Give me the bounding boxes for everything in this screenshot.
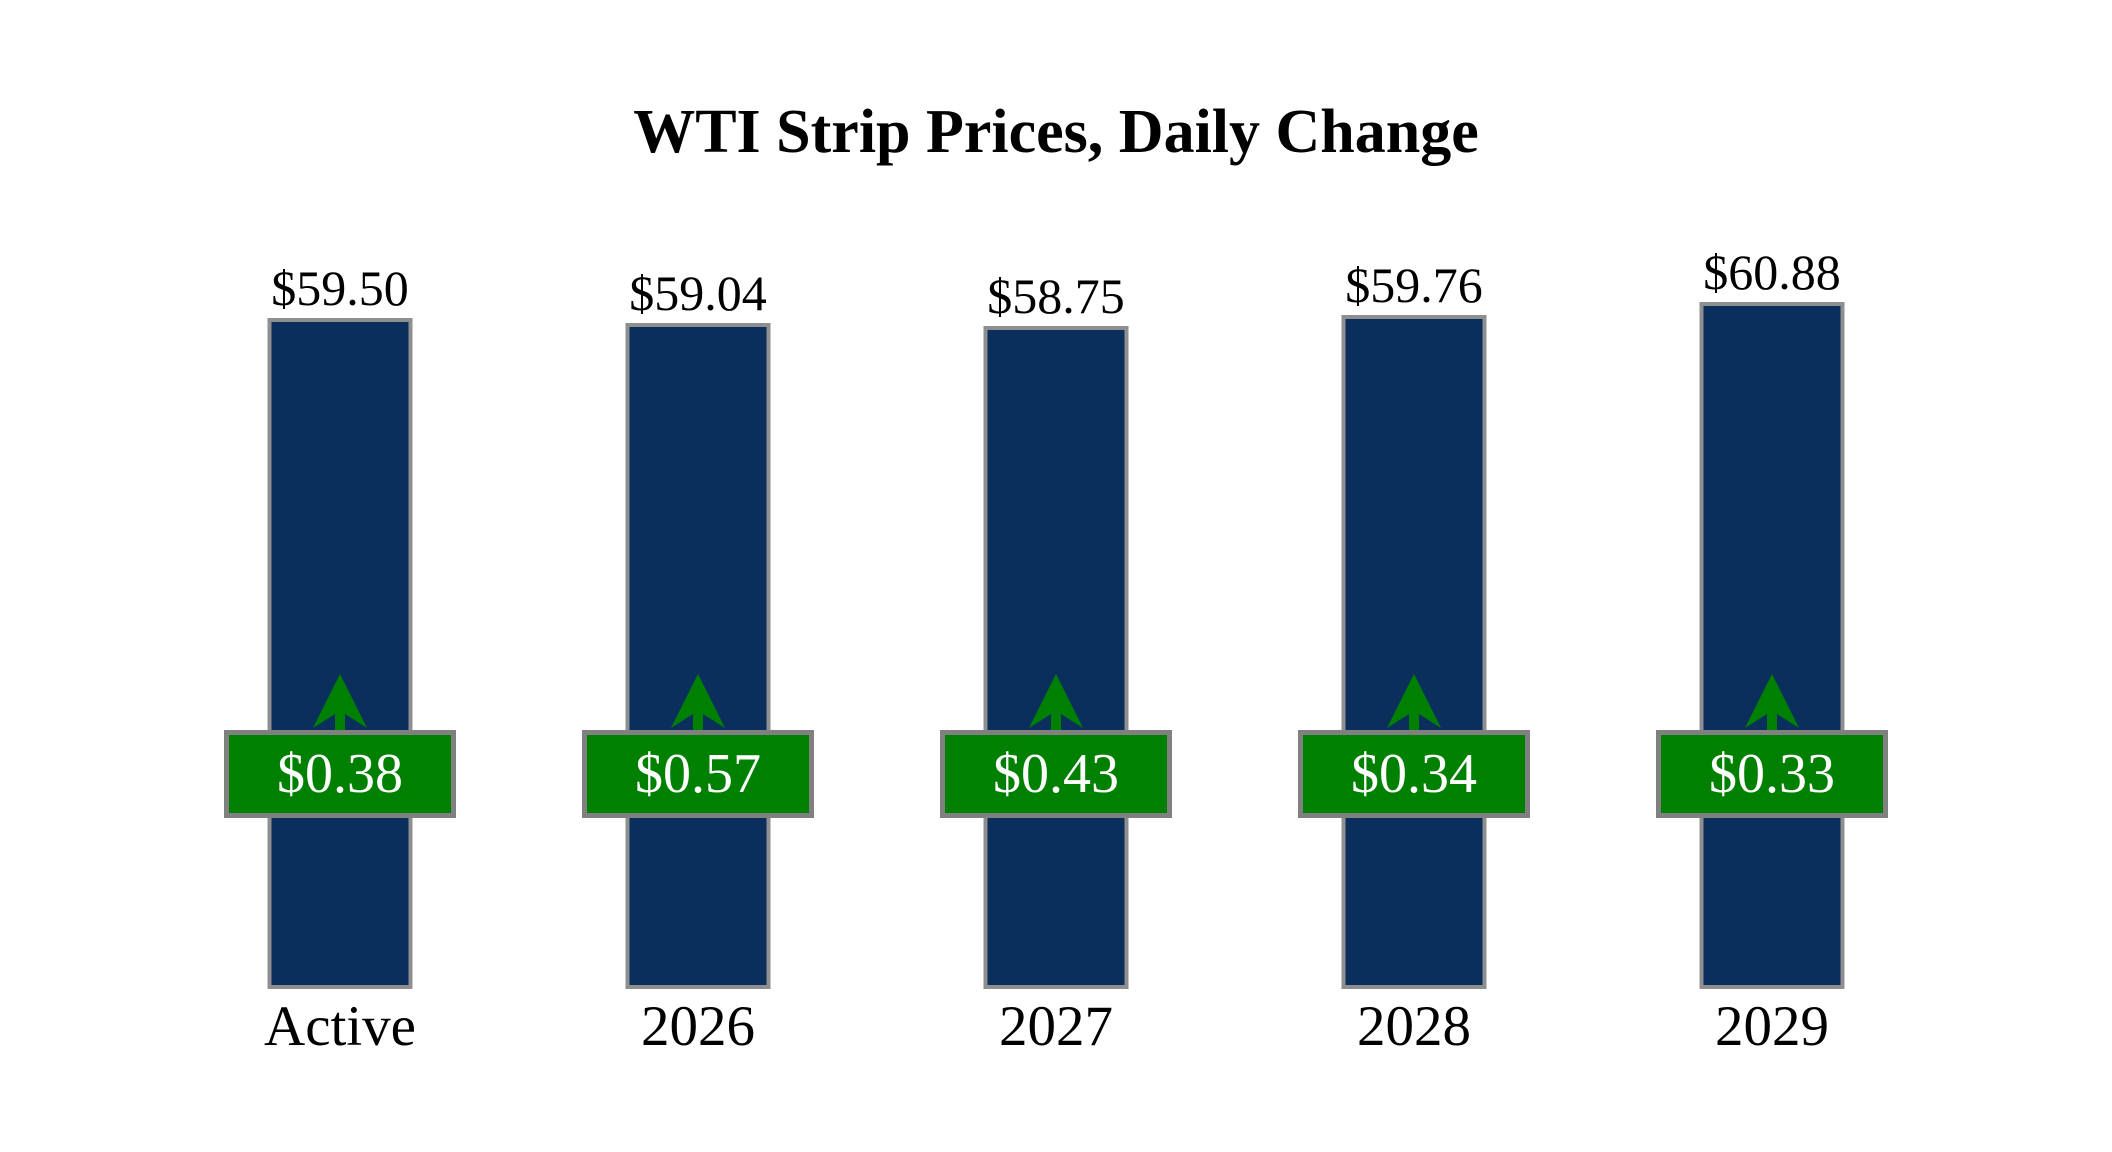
category-label: 2029	[1715, 995, 1829, 1058]
bar-value-label: $58.75	[987, 268, 1125, 324]
bar-value-label: $59.04	[629, 265, 767, 321]
up-arrow-icon	[313, 674, 367, 730]
bar-group-2029: $60.88 $0.33 2029	[1593, 0, 1951, 1152]
category-label: 2027	[999, 995, 1113, 1058]
bar-group-2026: $59.04 $0.57 2026	[519, 0, 877, 1152]
daily-change-value: $0.33	[1709, 743, 1835, 805]
daily-change-value: $0.34	[1351, 743, 1477, 805]
category-label: 2028	[1357, 995, 1471, 1058]
bar-value-label: $59.50	[271, 260, 409, 316]
price-bar	[1699, 302, 1845, 989]
price-bar	[625, 323, 771, 989]
up-arrow-icon	[1029, 674, 1083, 730]
price-bar	[983, 326, 1129, 989]
up-arrow-icon	[1745, 674, 1799, 730]
bar-group-2028: $59.76 $0.34 2028	[1235, 0, 1593, 1152]
bar-group-2027: $58.75 $0.43 2027	[877, 0, 1235, 1152]
daily-change-badge: $0.43	[940, 730, 1172, 818]
bar-value-label: $60.88	[1703, 244, 1841, 300]
price-bar	[267, 318, 413, 989]
up-arrow-icon	[1387, 674, 1441, 730]
category-label: Active	[264, 995, 416, 1058]
daily-change-value: $0.43	[993, 743, 1119, 805]
daily-change-badge: $0.34	[1298, 730, 1530, 818]
daily-change-badge: $0.33	[1656, 730, 1888, 818]
daily-change-value: $0.57	[635, 743, 761, 805]
price-bar	[1341, 315, 1487, 989]
bar-group-active: $59.50 $0.38 Active	[161, 0, 519, 1152]
daily-change-value: $0.38	[277, 743, 403, 805]
category-label: 2026	[641, 995, 755, 1058]
daily-change-badge: $0.38	[224, 730, 456, 818]
up-arrow-icon	[671, 674, 725, 730]
bar-value-label: $59.76	[1345, 257, 1483, 313]
chart-title: WTI Strip Prices, Daily Change	[633, 98, 1479, 166]
daily-change-badge: $0.57	[582, 730, 814, 818]
